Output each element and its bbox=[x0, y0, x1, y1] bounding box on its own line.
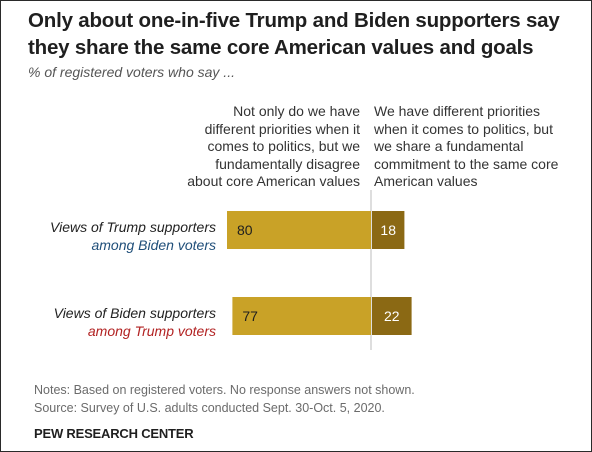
data-label-share: 18 bbox=[380, 222, 396, 238]
pew-credit: PEW RESEARCH CENTER bbox=[34, 426, 194, 441]
row-label-line2: among Trump voters bbox=[87, 323, 216, 339]
data-label-disagree: 80 bbox=[237, 222, 253, 238]
bar-disagree bbox=[232, 297, 371, 335]
chart-title: Only about one-in-five Trump and Biden s… bbox=[28, 9, 560, 59]
row-label-line2: among Biden voters bbox=[91, 237, 216, 253]
chart-notes: Notes: Based on registered voters. No re… bbox=[34, 381, 415, 417]
bar-disagree bbox=[227, 211, 371, 249]
row-label-line1: Views of Trump supporters bbox=[50, 219, 216, 235]
notes-text: Notes: Based on registered voters. No re… bbox=[34, 383, 415, 397]
row-label-biden-supporters: Views of Biden supporters among Trump vo… bbox=[16, 304, 216, 340]
row-label-trump-supporters: Views of Trump supporters among Biden vo… bbox=[16, 218, 216, 254]
row-label-line1: Views of Biden supporters bbox=[53, 305, 216, 321]
bar-share bbox=[372, 297, 412, 335]
data-label-share: 22 bbox=[384, 308, 400, 324]
column-header-disagree: Not only do we have different priorities… bbox=[187, 103, 360, 189]
column-header-share: We have different priorities when it com… bbox=[374, 103, 559, 189]
chart-subtitle: % of registered voters who say ... bbox=[28, 64, 235, 80]
bar-share bbox=[372, 211, 405, 249]
source-text: Source: Survey of U.S. adults conducted … bbox=[34, 401, 385, 415]
data-label-disagree: 77 bbox=[242, 308, 258, 324]
